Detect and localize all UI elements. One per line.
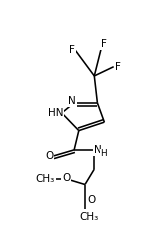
Text: F: F (101, 39, 106, 49)
Text: F: F (115, 62, 121, 72)
Text: HN: HN (48, 108, 63, 118)
Text: CH₃: CH₃ (79, 212, 99, 222)
Text: O: O (62, 172, 71, 183)
Text: N: N (68, 96, 76, 106)
Text: F: F (69, 45, 75, 55)
Text: CH₃: CH₃ (36, 174, 55, 184)
Text: N: N (94, 145, 102, 155)
Text: O: O (87, 195, 95, 205)
Text: H: H (100, 149, 107, 158)
Text: O: O (45, 151, 54, 161)
